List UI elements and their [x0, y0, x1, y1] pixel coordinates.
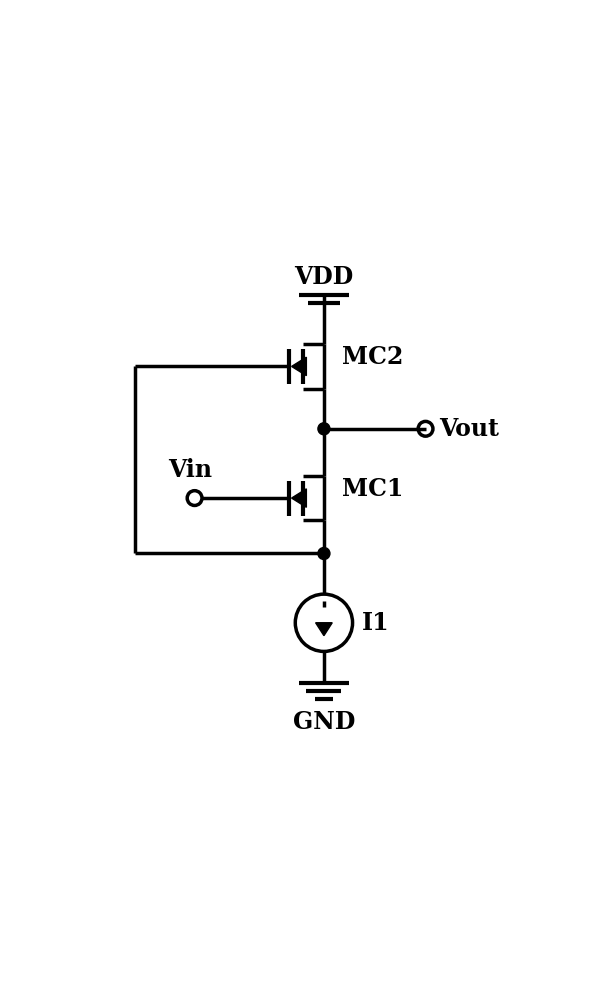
Circle shape [318, 423, 330, 435]
Polygon shape [291, 489, 306, 507]
Circle shape [318, 547, 330, 560]
Polygon shape [291, 357, 306, 376]
Polygon shape [316, 623, 332, 636]
Text: MC2: MC2 [342, 345, 403, 369]
Text: GND: GND [293, 710, 355, 734]
Text: MC1: MC1 [342, 477, 403, 501]
Text: I1: I1 [362, 611, 389, 635]
Text: Vout: Vout [439, 417, 499, 441]
Text: VDD: VDD [294, 265, 353, 289]
Text: Vin: Vin [168, 458, 212, 482]
